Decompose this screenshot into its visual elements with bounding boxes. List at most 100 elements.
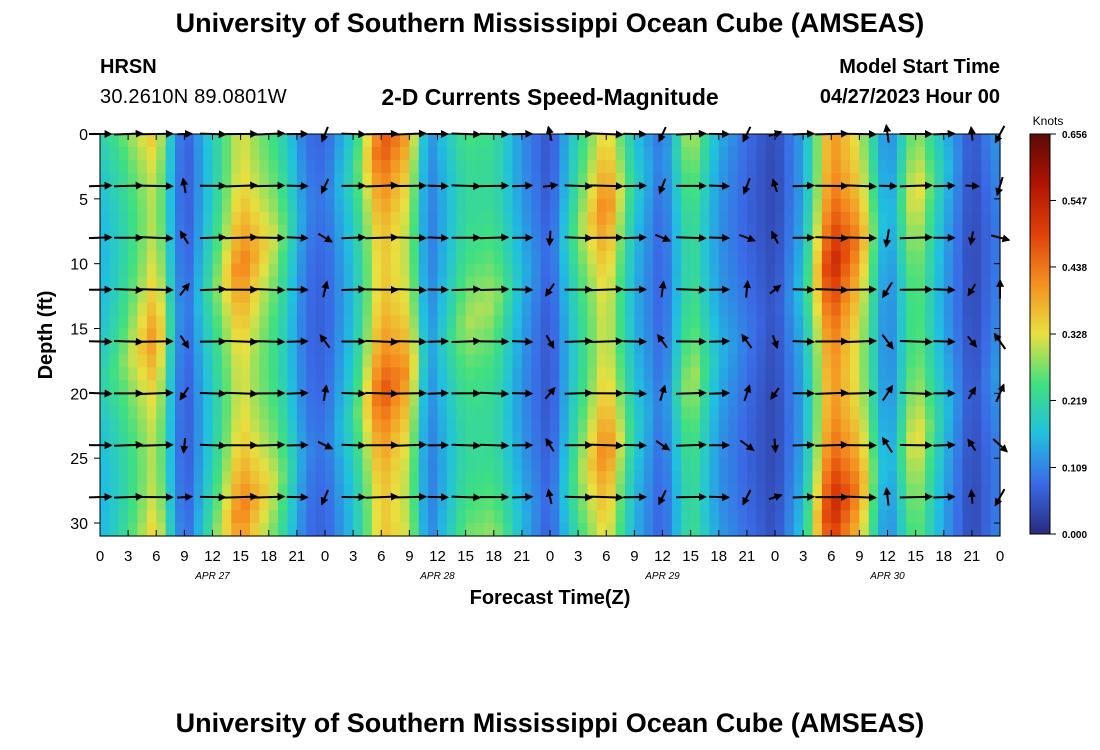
heatmap-cell	[437, 263, 448, 278]
heatmap-cell	[512, 510, 523, 524]
heatmap-cell	[278, 341, 289, 356]
heatmap-cell	[934, 419, 945, 433]
heatmap-cell	[137, 146, 148, 161]
heatmap-cell	[812, 510, 823, 524]
heatmap-cell	[775, 497, 785, 511]
heatmap-cell	[915, 523, 926, 537]
heatmap-cell	[165, 263, 176, 278]
heatmap-cell	[259, 458, 270, 472]
heatmap-cell	[606, 484, 617, 498]
x-tick-label: 9	[180, 548, 188, 565]
heatmap-cell	[287, 367, 298, 381]
heatmap-cell	[990, 393, 1001, 407]
heatmap-cell	[681, 237, 692, 252]
heatmap-cell	[868, 198, 879, 213]
heatmap-cell	[643, 523, 654, 537]
heatmap-cell	[915, 185, 926, 200]
heatmap-cell	[775, 380, 785, 394]
heatmap-cell	[606, 263, 617, 278]
heatmap-cell	[521, 146, 532, 161]
heatmap-cell	[793, 471, 804, 485]
heatmap-cell	[325, 406, 335, 420]
heatmap-cell	[634, 172, 645, 187]
heatmap-cell	[615, 211, 626, 226]
heatmap-cell	[418, 328, 429, 343]
heatmap-cell	[756, 159, 767, 174]
heatmap-cell	[662, 393, 673, 407]
heatmap-cell	[203, 211, 214, 226]
heatmap-cell	[709, 250, 720, 265]
x-axis-label: Forecast Time(Z)	[470, 587, 631, 609]
heatmap-cell	[109, 341, 120, 356]
heatmap-cell	[934, 250, 945, 265]
heatmap-cell	[896, 341, 907, 356]
heatmap-cell	[568, 315, 579, 330]
heatmap-cell	[137, 185, 148, 200]
heatmap-cell	[690, 146, 701, 161]
heatmap-cell	[568, 211, 579, 226]
heatmap-cell	[812, 146, 823, 161]
heatmap-cell	[925, 419, 935, 433]
heatmap-cell	[484, 134, 495, 148]
heatmap-cell	[559, 185, 570, 200]
heatmap-cell	[287, 328, 298, 343]
heatmap-cell	[971, 237, 982, 252]
heatmap-cell	[934, 406, 945, 420]
heatmap-cell	[109, 237, 120, 252]
heatmap-cell	[353, 289, 364, 304]
heatmap-cell	[775, 185, 785, 200]
heatmap-cell	[596, 224, 607, 239]
heatmap-cell	[212, 510, 223, 524]
heatmap-cell	[793, 419, 804, 433]
heatmap-cell	[906, 380, 917, 394]
heatmap-cell	[446, 146, 457, 161]
heatmap-cell	[446, 159, 457, 174]
heatmap-cell	[756, 471, 767, 485]
x-tick-label: 15	[907, 548, 924, 565]
heatmap-cell	[193, 523, 204, 537]
heatmap-cell	[737, 393, 748, 407]
heatmap-cell	[709, 445, 720, 459]
heatmap-cell	[315, 159, 326, 174]
heatmap-cell	[840, 328, 851, 343]
heatmap-cell	[887, 289, 898, 304]
heatmap-cell	[250, 406, 260, 420]
heatmap-cell	[165, 523, 176, 537]
current-vector	[177, 493, 194, 502]
heatmap-cell	[118, 510, 129, 524]
heatmap-cell	[512, 354, 523, 369]
heatmap-cell	[775, 289, 785, 304]
heatmap-cell	[475, 185, 485, 200]
heatmap-cell	[259, 237, 270, 252]
heatmap-cell	[962, 497, 973, 511]
heatmap-cell	[971, 445, 982, 459]
heatmap-cell	[943, 146, 954, 161]
heatmap-cell	[634, 134, 645, 148]
heatmap-cell	[512, 185, 523, 200]
heatmap-cell	[784, 510, 795, 524]
heatmap-cell	[906, 159, 917, 174]
heatmap-cell	[671, 224, 682, 239]
heatmap-cell	[746, 484, 757, 498]
heatmap-cell	[268, 354, 279, 369]
heatmap-cell	[221, 432, 232, 446]
heatmap-cell	[456, 406, 467, 420]
heatmap-cell	[775, 134, 785, 148]
heatmap-cell	[156, 237, 167, 252]
heatmap-cell	[343, 134, 354, 148]
heatmap-cell	[737, 432, 748, 446]
heatmap-cell	[193, 510, 204, 524]
heatmap-cell	[690, 224, 701, 239]
heatmap-cell	[250, 263, 260, 278]
heatmap-cell	[362, 471, 373, 485]
heatmap-cell	[287, 185, 298, 200]
heatmap-cell	[193, 172, 204, 187]
heatmap-cell	[212, 198, 223, 213]
heatmap-cell	[503, 458, 514, 472]
heatmap-cell	[521, 484, 532, 498]
heatmap-cell	[568, 380, 579, 394]
heatmap-cell	[456, 237, 467, 252]
heatmap-cell	[175, 523, 185, 537]
heatmap-cell	[315, 224, 326, 239]
heatmap-cell	[568, 393, 579, 407]
